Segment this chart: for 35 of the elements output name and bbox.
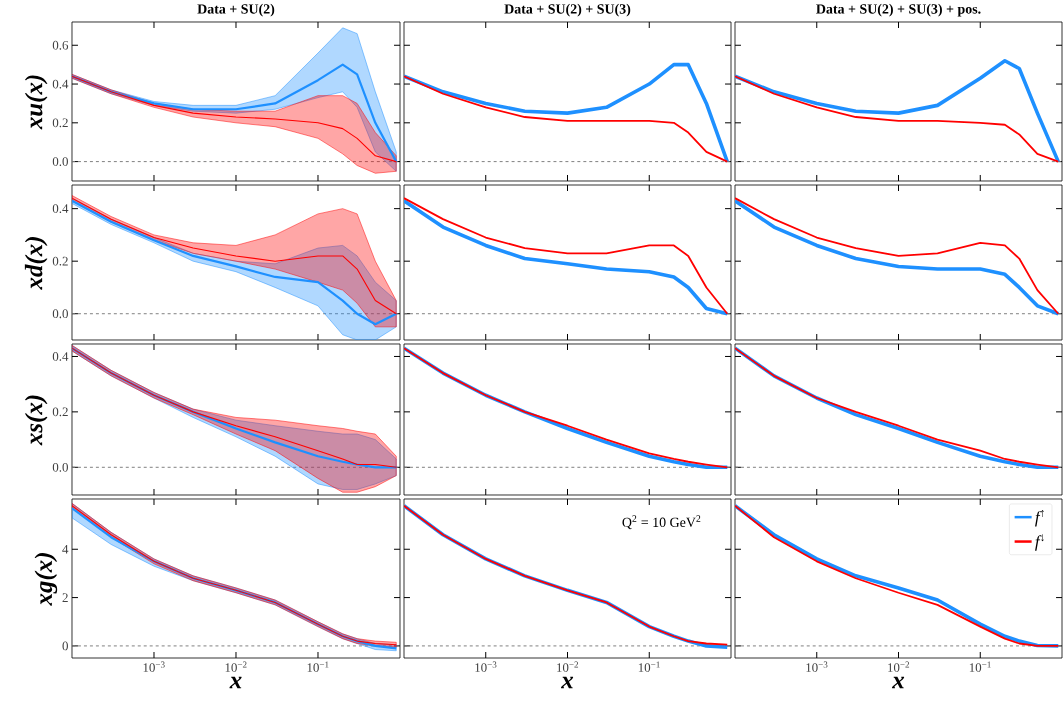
x-tick-label: 10$^{−1}$	[969, 661, 991, 672]
y-tick-label: 0.2	[52, 118, 68, 128]
x-tick-label: 10$^{−2}$	[888, 661, 910, 672]
x-tick-label: 10$^{−3}$	[806, 661, 828, 672]
legend-label: f$^{↓}$	[1035, 534, 1044, 551]
y-axis-title: xu(x)	[24, 75, 48, 130]
x-tick-label: 10$^{−3}$	[475, 661, 497, 672]
annotation: Q$^{2}$ = 10 GeV$^{2}$	[622, 515, 701, 530]
x-tick-label: 10$^{−1}$	[307, 661, 329, 672]
y-tick-label: 0.6	[52, 40, 69, 50]
x-tick-label: 10$^{−1}$	[638, 661, 660, 672]
x-tick-label: 10$^{−3}$	[143, 661, 165, 672]
x-axis-title: x	[560, 676, 574, 689]
y-tick-label: 2	[62, 593, 68, 602]
y-tick-label: 0.0	[52, 157, 68, 167]
y-axis-title: xg(x)	[34, 553, 58, 606]
x-tick-label: 10$^{−2}$	[557, 661, 579, 672]
y-tick-label: 0.4	[52, 79, 69, 89]
x-tick-label: 10$^{−2}$	[225, 661, 247, 672]
y-tick-label: 0.0	[52, 462, 68, 472]
y-tick-label: 0.4	[52, 204, 69, 214]
y-tick-label: 0.0	[52, 309, 68, 319]
y-axis-title: xs(x)	[24, 395, 48, 446]
chart-title: Data + SU(2)	[197, 3, 275, 17]
y-tick-label: 0.4	[52, 352, 69, 361]
chart-title: Data + SU(2) + SU(3) + pos.	[816, 3, 981, 17]
x-axis-title: x	[891, 676, 905, 689]
legend-label: f$^{↑}$	[1035, 509, 1044, 527]
y-tick-label: 4	[62, 544, 69, 554]
chart-title: Data + SU(2) + SU(3)	[504, 3, 631, 17]
y-tick-label: 0	[62, 641, 68, 651]
y-tick-label: 0.2	[52, 256, 68, 266]
x-axis-title: x	[229, 676, 242, 689]
y-axis-title: xd(x)	[24, 237, 48, 290]
y-tick-label: 0.2	[52, 407, 68, 417]
